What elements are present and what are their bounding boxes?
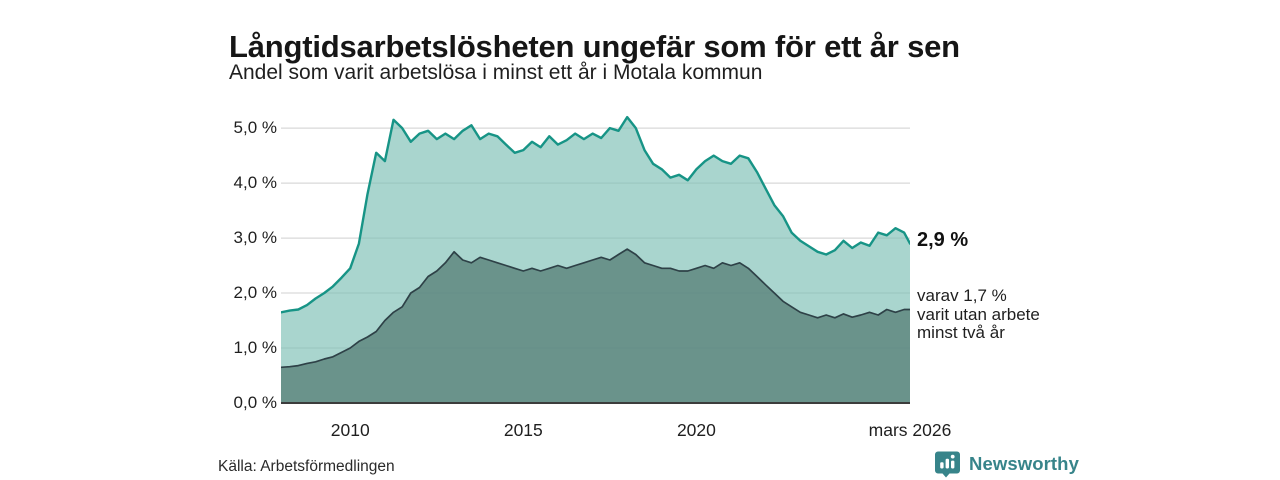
subset-annotation: varav 1,7 % varit utan arbete minst två … [917,286,1040,343]
x-tick-label: 2020 [676,420,716,440]
line-series-1 [281,248,910,369]
y-tick-label: 3,0 % [233,228,277,248]
area-series-1 [281,249,910,403]
subset-annotation-line: minst två år [917,323,1005,342]
x-tick-label: 2010 [330,420,370,440]
newsworthy-wordmark: Newsworthy [969,452,1079,474]
y-tick-label: 5,0 % [233,118,277,138]
newsworthy-logo: Newsworthy [933,449,1079,478]
line-series-0 [281,115,910,314]
page-title: Långtidsarbetslösheten ungefär som för e… [229,28,960,64]
y-tick-label: 4,0 % [233,173,277,193]
source-note: Källa: Arbetsförmedlingen [218,458,395,475]
y-tick-label: 2,0 % [233,283,277,303]
subset-annotation-line: varav 1,7 % [917,286,1007,305]
newsworthy-bar-chart-bubble-icon [935,451,960,478]
y-tick-label: 0,0 % [233,393,277,412]
x-tick-label: mars 2026 [868,420,952,440]
plot-area [281,115,910,404]
x-tick-label: 2015 [503,420,543,440]
latest-value-label: 2,9 % [917,229,969,251]
page-subtitle: Andel som varit arbetslösa i minst ett å… [229,61,763,84]
subset-annotation-line: varit utan arbete [917,304,1040,324]
y-tick-label: 1,0 % [233,338,277,358]
